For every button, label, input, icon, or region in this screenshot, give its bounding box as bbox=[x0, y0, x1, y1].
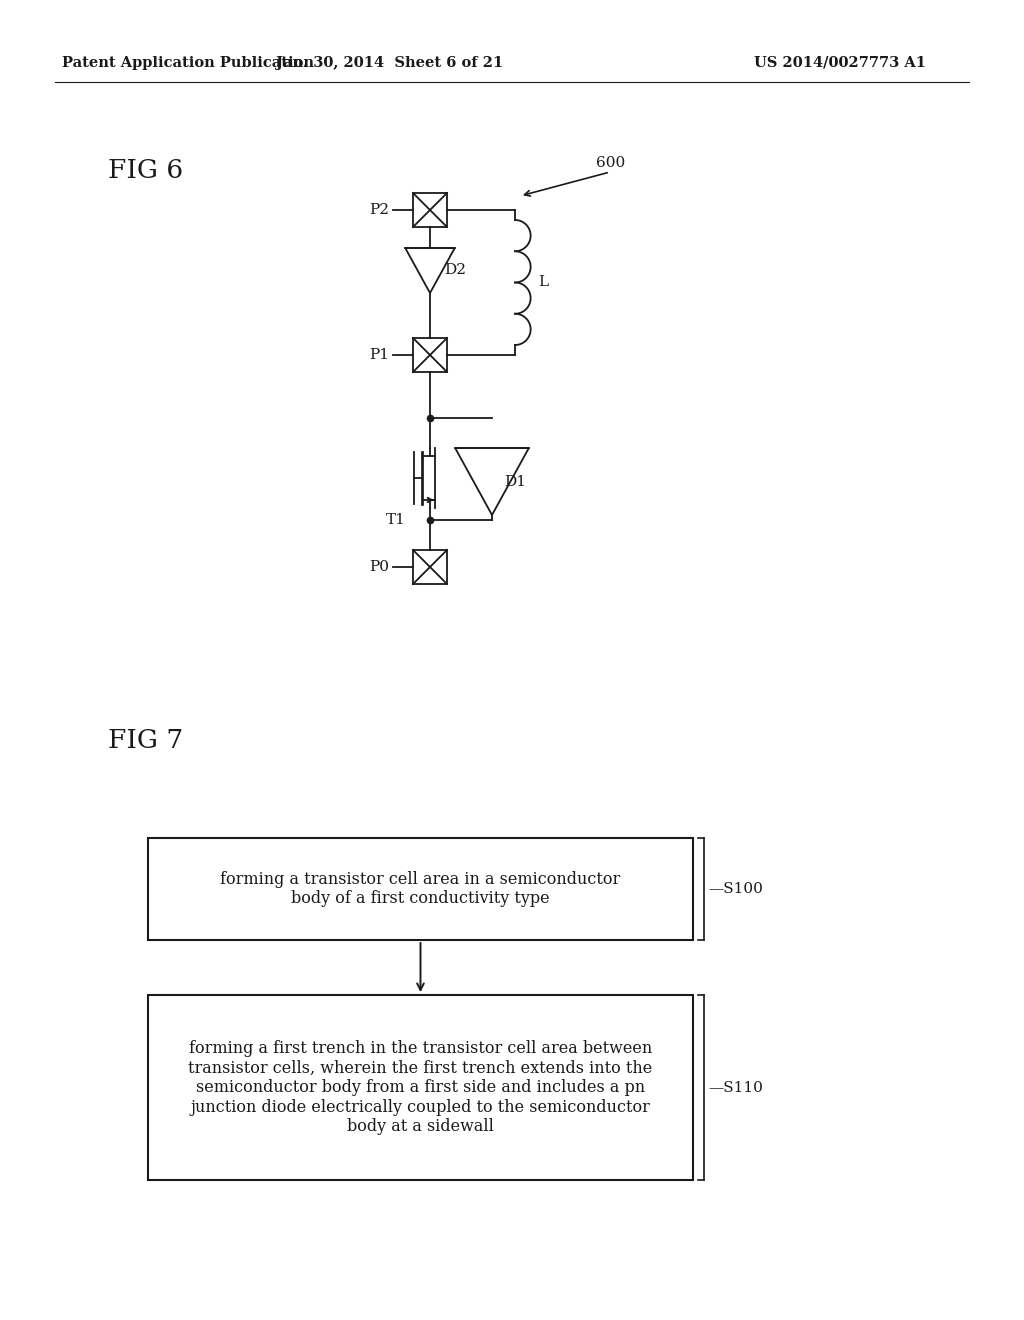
Text: FIG 7: FIG 7 bbox=[108, 727, 183, 752]
Text: P0: P0 bbox=[369, 560, 389, 574]
Text: P2: P2 bbox=[369, 203, 389, 216]
Text: D2: D2 bbox=[444, 264, 466, 277]
Text: Jan. 30, 2014  Sheet 6 of 21: Jan. 30, 2014 Sheet 6 of 21 bbox=[276, 55, 504, 70]
FancyBboxPatch shape bbox=[148, 995, 693, 1180]
Text: US 2014/0027773 A1: US 2014/0027773 A1 bbox=[754, 55, 926, 70]
Text: Patent Application Publication: Patent Application Publication bbox=[62, 55, 314, 70]
Text: T1: T1 bbox=[386, 513, 406, 527]
Text: 600: 600 bbox=[596, 156, 626, 170]
Text: FIG 6: FIG 6 bbox=[108, 157, 183, 182]
Text: —S110: —S110 bbox=[708, 1081, 763, 1094]
Text: —S100: —S100 bbox=[708, 882, 763, 896]
Text: forming a transistor cell area in a semiconductor
body of a first conductivity t: forming a transistor cell area in a semi… bbox=[220, 871, 621, 907]
Text: D1: D1 bbox=[504, 474, 526, 488]
Text: P1: P1 bbox=[369, 348, 389, 362]
FancyBboxPatch shape bbox=[148, 838, 693, 940]
Text: L: L bbox=[539, 276, 549, 289]
Text: forming a first trench in the transistor cell area between
transistor cells, whe: forming a first trench in the transistor… bbox=[188, 1040, 652, 1135]
